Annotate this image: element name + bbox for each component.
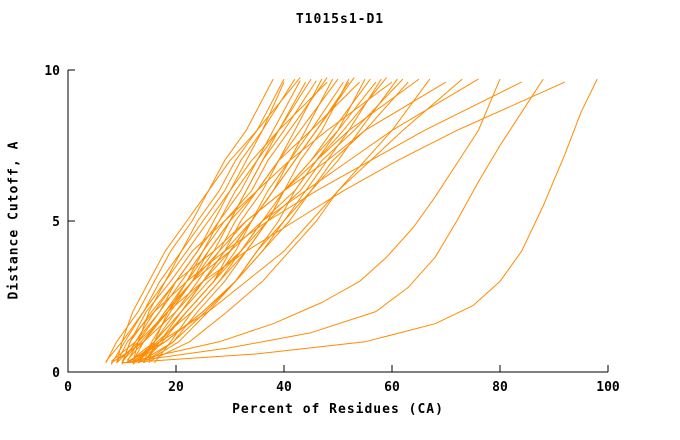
y-tick-label: 0 xyxy=(52,366,60,381)
series-line xyxy=(148,78,431,362)
series-line xyxy=(121,78,598,364)
y-axis-label: Distance Cutoff, A xyxy=(6,140,22,300)
x-tick-label: 80 xyxy=(492,380,508,395)
series-line xyxy=(126,81,566,362)
series-line xyxy=(132,78,334,362)
series-line xyxy=(105,78,274,364)
series-line xyxy=(143,78,420,364)
series-line xyxy=(137,78,339,364)
series-line xyxy=(132,78,479,362)
series-line xyxy=(121,81,393,364)
x-axis-label: Percent of Residues (CA) xyxy=(232,402,444,417)
y-tick-label: 10 xyxy=(44,64,60,79)
x-tick-label: 0 xyxy=(64,380,72,395)
series-line xyxy=(137,81,344,361)
series-line xyxy=(121,78,544,364)
series-line xyxy=(143,77,387,362)
series-line xyxy=(148,81,360,364)
series-line xyxy=(110,81,350,364)
series-line xyxy=(110,81,285,362)
series-line xyxy=(116,81,522,364)
series-line xyxy=(127,78,463,364)
y-tick-label: 5 xyxy=(52,215,60,230)
series-line xyxy=(105,78,285,362)
x-tick-label: 40 xyxy=(276,380,292,395)
series-line xyxy=(132,81,377,365)
x-tick-label: 100 xyxy=(596,380,620,395)
x-tick-label: 20 xyxy=(168,380,184,395)
series-line xyxy=(116,80,301,364)
series-line xyxy=(137,81,409,361)
series-line xyxy=(132,78,404,364)
chart-title: T1015s1-D1 xyxy=(295,12,385,27)
x-tick-label: 60 xyxy=(384,380,400,395)
series-line xyxy=(148,78,366,361)
series-line xyxy=(138,78,501,361)
series-line xyxy=(110,78,296,365)
series-line xyxy=(116,77,301,364)
